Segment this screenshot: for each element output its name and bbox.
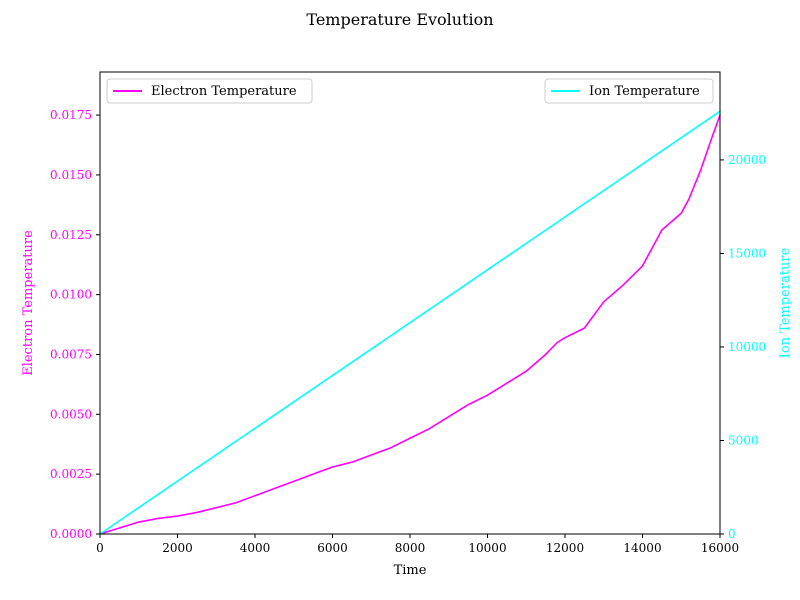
right-axis-ticks: 0 5000 10000 15000 20000 — [720, 153, 766, 541]
legend-left-label: Electron Temperature — [151, 84, 297, 99]
right-tick-label: 20000 — [728, 153, 766, 167]
left-tick-label: 0.0100 — [50, 288, 92, 302]
right-tick-label: 15000 — [728, 246, 766, 260]
legend-right-label: Ion Temperature — [589, 84, 700, 99]
right-tick-label: 5000 — [728, 433, 759, 447]
legend-right: Ion Temperature — [544, 78, 714, 104]
x-tick-label: 4000 — [240, 541, 271, 555]
left-tick-label: 0.0125 — [50, 228, 92, 242]
right-axis-label: Ion Temperature — [778, 247, 793, 358]
plot-area — [100, 72, 720, 534]
x-tick-label: 0 — [96, 541, 104, 555]
legend-right-box — [544, 78, 714, 104]
x-tick-label: 14000 — [623, 541, 661, 555]
ion-temperature-line — [99, 110, 721, 535]
left-tick-label: 0.0075 — [50, 347, 92, 361]
electron-temperature-line — [99, 114, 721, 535]
x-axis-label: Time — [394, 563, 427, 578]
x-tick-label: 2000 — [162, 541, 193, 555]
x-tick-label: 10000 — [468, 541, 506, 555]
left-tick-label: 0.0000 — [50, 527, 92, 541]
x-tick-label: 12000 — [546, 541, 584, 555]
chart-title: Temperature Evolution — [306, 10, 493, 29]
x-tick-label: 6000 — [317, 541, 348, 555]
left-tick-label: 0.0025 — [50, 467, 92, 481]
series-layer — [99, 110, 721, 535]
legend-left: Electron Temperature — [106, 78, 313, 104]
right-tick-label: 10000 — [728, 340, 766, 354]
left-axis-ticks: 0.0000 0.0025 0.0050 0.0075 0.0100 0.0125 0.01… — [50, 108, 100, 541]
left-tick-label: 0.0150 — [50, 168, 92, 182]
x-axis-ticks: 0 2000 4000 6000 8000 10000 12000 14000 16000 — [96, 534, 739, 555]
left-tick-label: 0.0175 — [50, 108, 92, 122]
right-tick-label: 0 — [728, 527, 736, 541]
plot-frame — [99, 71, 721, 535]
x-tick-label: 8000 — [395, 541, 426, 555]
legend-left-box — [106, 78, 313, 104]
left-tick-label: 0.0050 — [50, 407, 92, 421]
x-tick-label: 16000 — [701, 541, 739, 555]
left-axis-label: Electron Temperature — [21, 230, 36, 376]
